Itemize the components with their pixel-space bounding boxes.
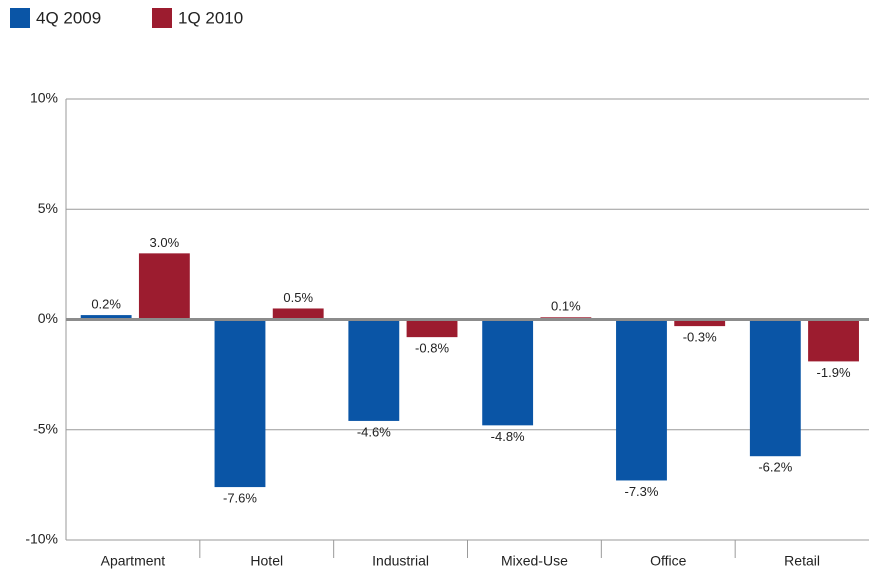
value-label: -4.6% xyxy=(357,424,391,439)
x-tick-label: Apartment xyxy=(101,553,166,569)
x-tick-label: Retail xyxy=(784,553,820,569)
legend-swatch xyxy=(10,8,30,28)
bar xyxy=(482,319,534,426)
bar xyxy=(214,319,266,488)
value-label: -0.3% xyxy=(683,330,717,345)
value-label: -4.8% xyxy=(491,429,525,444)
value-label: 3.0% xyxy=(150,235,180,250)
value-label: 0.1% xyxy=(551,299,581,314)
bar xyxy=(406,319,458,338)
value-label: -1.9% xyxy=(817,365,851,380)
value-label: -0.8% xyxy=(415,341,449,356)
y-tick-label: -10% xyxy=(25,531,58,547)
value-label: -7.6% xyxy=(223,491,257,506)
bar xyxy=(616,319,667,481)
y-tick-label: 5% xyxy=(38,200,58,216)
y-tick-label: 10% xyxy=(30,90,58,106)
bar xyxy=(749,319,801,457)
bar xyxy=(674,319,726,327)
legend-swatch xyxy=(152,8,172,28)
x-tick-label: Mixed-Use xyxy=(501,553,568,569)
bar xyxy=(138,253,190,320)
x-tick-label: Office xyxy=(650,553,687,569)
y-tick-label: -5% xyxy=(33,420,58,436)
value-label: -7.3% xyxy=(624,484,658,499)
x-tick-label: Industrial xyxy=(372,553,429,569)
value-label: 0.2% xyxy=(91,297,121,312)
bar xyxy=(80,315,132,320)
x-tick-label: Hotel xyxy=(250,553,283,569)
legend-label: 1Q 2010 xyxy=(178,8,243,27)
bar xyxy=(272,308,324,320)
value-label: 0.5% xyxy=(283,290,313,305)
value-label: -6.2% xyxy=(758,460,792,475)
legend-label: 4Q 2009 xyxy=(36,8,101,27)
bar xyxy=(808,319,859,362)
y-tick-label: 0% xyxy=(38,310,58,326)
bar xyxy=(348,319,400,421)
